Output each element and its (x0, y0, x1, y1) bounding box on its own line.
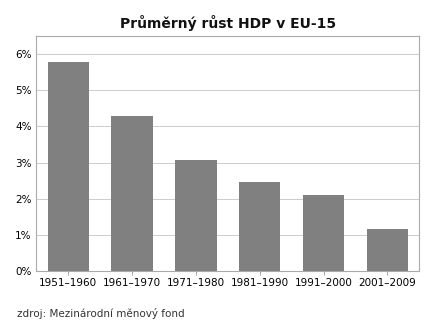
Text: zdroj: Mezinárodní měnový fond: zdroj: Mezinárodní měnový fond (17, 308, 184, 319)
Bar (238, 182, 280, 271)
Bar (302, 195, 343, 271)
Bar (111, 116, 152, 271)
Bar (47, 62, 89, 271)
Title: Průměrný růst HDP v EU-15: Průměrný růst HDP v EU-15 (119, 15, 335, 31)
Bar (175, 160, 216, 271)
Bar (366, 229, 407, 271)
